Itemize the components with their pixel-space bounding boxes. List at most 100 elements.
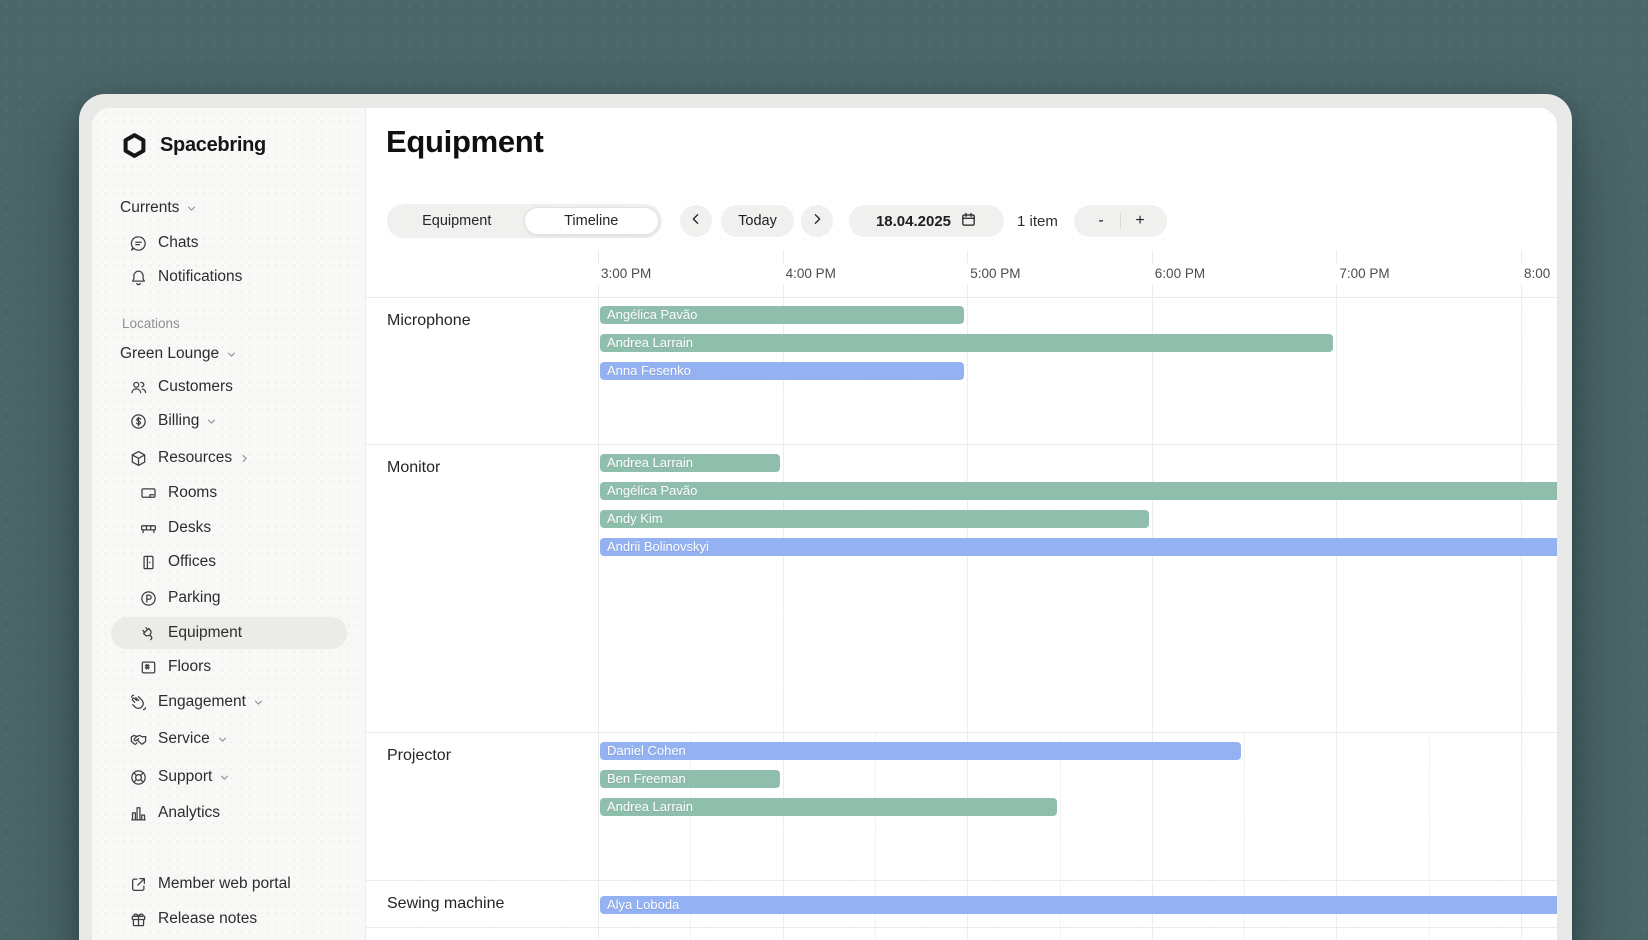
row-divider <box>366 732 1557 733</box>
zoom-in-button[interactable]: + <box>1135 212 1145 229</box>
booking-bar[interactable]: Ben Freeman <box>600 770 780 788</box>
sidebar-item-label: Customers <box>158 378 233 395</box>
sidebar-item-notifications[interactable]: Notifications <box>92 260 366 294</box>
bell-icon <box>128 267 148 287</box>
external-icon <box>128 874 148 894</box>
time-label: 7:00 PM <box>1335 264 1395 284</box>
booking-bar[interactable]: Andrii Bolinovskyi <box>600 538 1557 556</box>
room-icon <box>138 483 158 503</box>
grid-hour-line <box>1521 250 1522 940</box>
sidebar-item-label: Member web portal <box>158 875 291 892</box>
chevron-down-icon <box>206 416 217 427</box>
zoom-control: - + <box>1074 205 1167 237</box>
sidebar-item-analytics[interactable]: Analytics <box>92 796 366 830</box>
plug-icon <box>138 623 158 643</box>
sidebar-item-rooms[interactable]: Rooms <box>92 476 366 510</box>
sidebar-item-support[interactable]: Support <box>92 760 366 794</box>
chevron-left-icon <box>688 211 704 232</box>
main-content: Equipment Equipment Timeline Today 18.04.… <box>366 108 1557 940</box>
sidebar-item-green-lounge[interactable]: Green Lounge <box>92 337 366 371</box>
time-label: 6:00 PM <box>1150 264 1211 284</box>
booking-bar[interactable]: Andrea Larrain <box>600 334 1334 352</box>
sidebar-item-chats[interactable]: Chats <box>92 226 366 260</box>
sidebar-item-release-notes[interactable]: Release notes <box>92 902 366 936</box>
parking-icon <box>138 588 158 608</box>
grid-half-hour-line <box>1244 732 1246 940</box>
sidebar-item-equipment[interactable]: Equipment <box>92 616 366 650</box>
booking-bar[interactable]: Andy Kim <box>600 510 1149 528</box>
row-label-monitor: Monitor <box>387 459 441 476</box>
brand-name: Spacebring <box>160 134 266 156</box>
sidebar-item-label: Support <box>158 768 213 785</box>
sidebar-item-label: Chats <box>158 234 199 251</box>
sidebar-item-currents[interactable]: Currents <box>92 191 366 225</box>
sidebar-item-service[interactable]: Service <box>92 722 366 756</box>
app-window: Spacebring Currents Chats Notifications Loc… <box>79 94 1572 940</box>
sidebar-item-label: Parking <box>168 589 221 606</box>
date-value: 18.04.2025 <box>875 212 952 230</box>
row-label-sewing-machine: Sewing machine <box>387 895 505 912</box>
sidebar-item-label: Service <box>158 730 210 747</box>
view-switcher: Equipment Timeline <box>387 204 662 238</box>
booking-bar[interactable]: Alya Loboda <box>600 896 1557 914</box>
chevron-right-icon <box>809 211 825 232</box>
grid-hour-line <box>598 250 599 940</box>
row-divider <box>366 880 1557 881</box>
sidebar-item-label: Analytics <box>158 804 221 821</box>
sidebar-item-label: Resources <box>158 449 233 466</box>
sidebar-item-member-web-portal[interactable]: Member web portal <box>92 867 366 901</box>
view-tab-equipment[interactable]: Equipment <box>422 213 492 229</box>
gift-icon <box>128 909 148 929</box>
sidebar-item-floors[interactable]: Floors <box>92 650 366 684</box>
chevron-right-icon <box>239 453 250 464</box>
items-count: 1 item <box>1017 213 1058 230</box>
sidebar-item-parking[interactable]: Parking <box>92 581 366 615</box>
sidebar-item-label: Desks <box>168 519 212 536</box>
chevron-down-icon <box>186 203 197 214</box>
grid-half-hour-line <box>874 732 876 940</box>
sidebar-item-engagement[interactable]: Engagement <box>92 685 366 719</box>
sidebar-item-offices[interactable]: Offices <box>92 545 366 579</box>
booking-bar[interactable]: Andrea Larrain <box>600 798 1057 816</box>
spacebring-logo-icon <box>121 132 148 159</box>
grid-hour-line <box>1336 250 1338 940</box>
lifebuoy-icon <box>128 767 148 787</box>
previous-day-button[interactable] <box>680 205 712 237</box>
zoom-divider <box>1120 213 1121 229</box>
chevron-down-icon <box>217 734 228 745</box>
today-button[interactable]: Today <box>721 205 794 237</box>
sidebar: Spacebring Currents Chats Notifications Loc… <box>92 108 366 940</box>
time-label: 8:00 <box>1520 264 1556 284</box>
row-divider <box>366 444 1557 445</box>
grid-hour-line <box>967 250 969 940</box>
booking-bar[interactable]: Anna Fesenko <box>600 362 965 380</box>
date-picker[interactable]: 18.04.2025 <box>849 205 1004 237</box>
grid-hour-line <box>1151 250 1153 940</box>
booking-bar[interactable]: Angélica Pavão <box>600 306 965 324</box>
door-icon <box>138 552 158 572</box>
sidebar-item-desks[interactable]: Desks <box>92 511 366 545</box>
grid-half-hour-line <box>690 732 692 940</box>
dollar-icon <box>128 411 148 431</box>
view-tab-timeline[interactable]: Timeline <box>523 207 659 235</box>
next-day-button[interactable] <box>801 205 833 237</box>
sidebar-item-label: Engagement <box>158 693 246 710</box>
people-icon <box>128 377 148 397</box>
booking-bar[interactable]: Daniel Cohen <box>600 742 1242 760</box>
time-label: 3:00 PM <box>597 264 657 284</box>
brand: Spacebring <box>121 132 266 159</box>
row-divider <box>366 297 1557 298</box>
sidebar-item-billing[interactable]: Billing <box>92 404 366 438</box>
hand-icon <box>128 692 148 712</box>
sidebar-item-resources[interactable]: Resources <box>92 441 366 475</box>
booking-bar[interactable]: Andrea Larrain <box>600 454 780 472</box>
zoom-out-button[interactable]: - <box>1098 212 1104 229</box>
chart-icon <box>128 803 148 823</box>
grid-half-hour-line <box>1059 732 1061 940</box>
sidebar-item-customers[interactable]: Customers <box>92 370 366 404</box>
booking-bar[interactable]: Angélica Pavão <box>600 482 1557 500</box>
sidebar-item-label: Rooms <box>168 484 218 501</box>
sidebar-item-label: Floors <box>168 658 212 675</box>
row-label-microphone: Microphone <box>387 312 471 329</box>
sidebar-item-label: Equipment <box>168 624 243 641</box>
